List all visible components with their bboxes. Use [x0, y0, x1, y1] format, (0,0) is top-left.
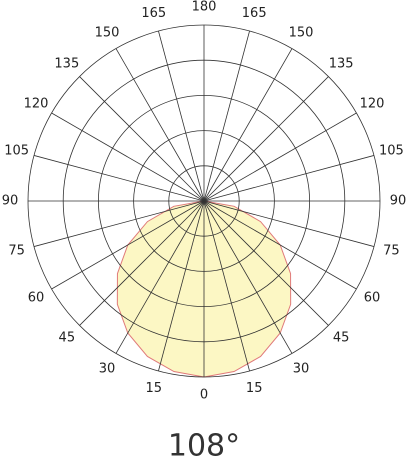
angle-label: 30: [99, 362, 116, 377]
angle-label: 75: [383, 244, 400, 259]
angle-label: 105: [4, 143, 29, 158]
spoke: [203, 200, 293, 354]
angle-label: 75: [8, 244, 25, 259]
angle-label: 180: [192, 0, 217, 15]
angle-label: 30: [293, 362, 310, 377]
spoke: [33, 155, 205, 202]
angle-label: 150: [289, 25, 314, 40]
angle-label: 165: [141, 6, 166, 21]
spoke: [51, 200, 205, 290]
spoke: [203, 48, 293, 202]
spoke: [203, 112, 357, 202]
angle-label: 120: [24, 97, 49, 112]
angle-label: 105: [379, 143, 404, 158]
spoke: [158, 200, 205, 372]
angle-label: 90: [2, 194, 19, 209]
angle-label: 45: [59, 331, 76, 346]
angle-label: 150: [95, 25, 120, 40]
spoke: [203, 76, 329, 202]
spoke: [115, 200, 205, 354]
spoke: [79, 200, 205, 326]
spoke: [203, 30, 250, 202]
spoke: [203, 200, 375, 247]
angle-label: 60: [364, 291, 381, 306]
spoke: [203, 200, 329, 326]
spoke: [203, 200, 357, 290]
angle-label: 165: [242, 6, 267, 21]
spoke: [79, 76, 205, 202]
angle-label: 90: [390, 194, 407, 209]
angle-label: 0: [200, 388, 208, 403]
spoke: [115, 48, 205, 202]
angle-label: 135: [54, 56, 79, 71]
grid-layer: 0 15 15 30 30 45 45 60 60 75 75 90 90 105 105 120 120 135…: [2, 0, 407, 403]
angle-label: 60: [28, 291, 45, 306]
angle-label: 120: [360, 97, 385, 112]
angle-label: 15: [146, 381, 163, 396]
angle-label: 45: [333, 331, 350, 346]
spoke: [33, 200, 205, 247]
angle-label: 135: [329, 56, 354, 71]
caption: 108°: [168, 429, 240, 464]
angle-label: 15: [246, 381, 263, 396]
spoke: [51, 112, 205, 202]
spoke: [203, 200, 250, 372]
spoke: [158, 30, 205, 202]
spoke: [203, 155, 375, 202]
